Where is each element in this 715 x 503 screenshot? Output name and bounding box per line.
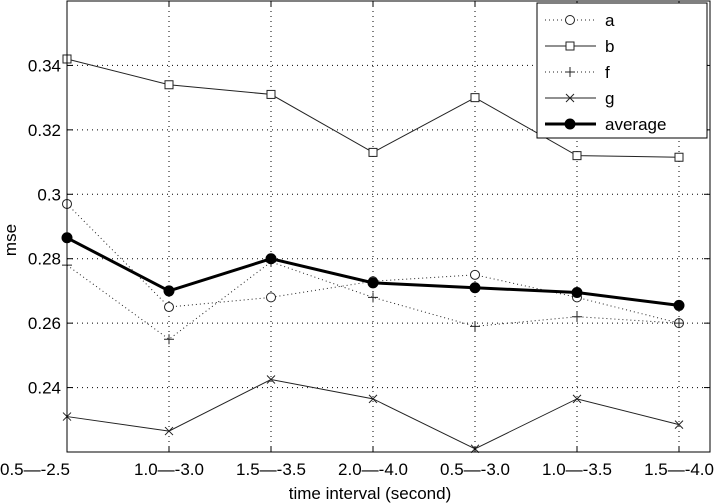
data-point-b (368, 147, 378, 157)
data-point-f (164, 334, 174, 345)
legend-marker-f (565, 67, 575, 77)
data-point-average (265, 253, 277, 265)
data-point-f (368, 292, 378, 303)
data-point-g (674, 420, 684, 429)
data-point-b (470, 93, 480, 103)
data-point-a (164, 302, 174, 313)
legend-label: g (605, 89, 614, 108)
data-point-f (470, 321, 480, 332)
series-a (62, 198, 684, 329)
data-point-a (470, 269, 480, 280)
series-g (62, 375, 684, 454)
x-tick-label: 1.0—-3.0 (134, 460, 204, 479)
data-point-b (572, 151, 582, 161)
legend-marker-a (565, 15, 575, 25)
data-point-average (673, 299, 685, 311)
x-tick-label: 0.5—-3.0 (440, 460, 510, 479)
data-point-f (674, 318, 684, 329)
legend-marker-g (565, 93, 575, 103)
legend-entry-g: g (545, 89, 614, 108)
y-tick-label: 0.28 (28, 250, 61, 269)
data-point-g (164, 426, 174, 436)
y-tick-label: 0.3 (37, 185, 61, 204)
x-tick-label: 0.5—-2.5 (0, 460, 70, 479)
data-point-f (572, 311, 582, 322)
legend-label: b (605, 37, 614, 56)
data-point-g (572, 394, 582, 404)
data-point-g (368, 394, 378, 404)
y-tick-label: 0.26 (28, 314, 61, 333)
data-point-b (266, 89, 276, 99)
x-tick-label: 2.0—-4.0 (338, 460, 408, 479)
x-tick-label: 1.5—-3.5 (236, 460, 306, 479)
legend-marker-b (565, 41, 575, 51)
data-point-a (266, 292, 276, 303)
y-tick-label: 0.32 (28, 121, 61, 140)
data-point-b (674, 152, 684, 162)
legend-box (536, 2, 708, 139)
plot-area-frame (66, 0, 711, 453)
y-tick-label: 0.34 (28, 56, 61, 75)
legend-label: f (605, 63, 610, 82)
x-axis-label: time interval (second) (289, 484, 452, 503)
legend-entry-f: f (545, 63, 610, 82)
data-point-average (571, 287, 583, 299)
legend-label: average (605, 115, 666, 134)
data-point-average (367, 277, 379, 289)
y-tick-label: 0.24 (28, 379, 61, 398)
data-point-g (266, 375, 276, 384)
legend-label: a (605, 11, 615, 30)
x-tick-label: 1.5—-4.0 (644, 460, 714, 479)
data-point-b (164, 80, 174, 90)
data-point-average (163, 285, 175, 297)
series-line-g (66, 378, 680, 450)
y-axis-label: mse (1, 224, 20, 256)
legend-entry-a: a (545, 11, 615, 30)
x-tick-label: 1.0—-3.5 (542, 460, 612, 479)
legend-entry-average: average (545, 115, 666, 134)
axes: 0.24 0.26 0.28 0.3 0.32 0.34 0.5—-2.5 1.0—-3.0 1… (0, 1, 714, 479)
legend-marker-average (564, 118, 576, 130)
data-point-average (469, 282, 481, 294)
legend-entry-b: b (545, 37, 614, 56)
